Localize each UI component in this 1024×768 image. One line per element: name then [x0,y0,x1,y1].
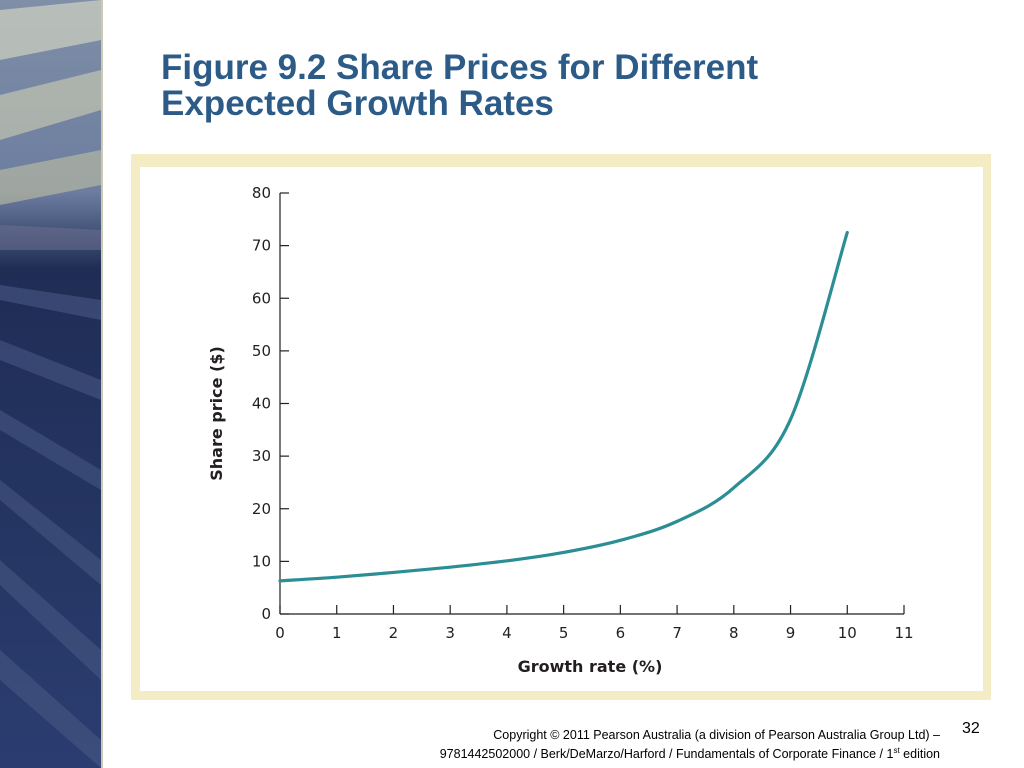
y-tick-label: 70 [252,237,271,255]
x-axis-title: Growth rate (%) [518,657,663,676]
x-tick-label: 4 [502,624,512,642]
y-axis-title: Share price ($) [207,346,226,481]
slide-title: Figure 9.2 Share Prices for Different Ex… [161,50,981,122]
axes-layer: 0 10 20 30 40 50 60 70 80 0 1 2 3 4 5 6 7 8 9 10 11 [252,184,914,642]
decorative-side-band [0,0,101,768]
copyright-notice: Copyright © 2011 Pearson Australia (a di… [440,726,940,764]
x-tick-label: 7 [672,624,682,642]
page-number: 32 [962,720,980,737]
x-tick-label: 6 [616,624,626,642]
x-tick-label: 0 [275,624,285,642]
share-price-chart: 0 10 20 30 40 50 60 70 80 0 1 2 3 4 5 6 7 8 9 10 11 Growth r… [207,184,914,676]
share-price-curve [278,230,849,583]
y-tick-label: 40 [252,395,271,413]
y-tick-label: 0 [261,605,271,623]
x-tick-label: 5 [559,624,569,642]
x-tick-label: 11 [894,624,913,642]
copyright-line-1: Copyright © 2011 Pearson Australia (a di… [493,728,940,742]
x-tick-label: 8 [729,624,739,642]
slide-title-line-1: Figure 9.2 Share Prices for Different [161,48,759,87]
y-tick-label: 20 [252,500,271,518]
figure-panel: 0 10 20 30 40 50 60 70 80 0 1 2 3 4 5 6 7 8 9 10 11 Growth r… [140,167,983,691]
y-tick-label: 10 [252,552,271,570]
x-tick-label: 3 [445,624,455,642]
y-tick-label: 80 [252,184,271,202]
edition-superscript: st [893,745,900,755]
side-band-graphic [0,0,101,768]
y-tick-label: 60 [252,289,271,307]
copyright-line-2: 9781442502000 / Berk/DeMarzo/Harford / F… [440,745,940,764]
slide-title-line-2: Expected Growth Rates [161,84,554,123]
copyright-line-2-text: 9781442502000 / Berk/DeMarzo/Harford / F… [439,747,894,761]
copyright-line-2-end: edition [899,747,940,761]
side-band-edge [101,0,103,768]
y-tick-label: 30 [252,447,271,465]
curve-layer [278,230,849,583]
x-tick-label: 9 [786,624,796,642]
x-tick-label: 2 [389,624,399,642]
x-tick-label: 1 [332,624,342,642]
y-tick-label: 50 [252,342,271,360]
x-tick-label: 10 [838,624,857,642]
